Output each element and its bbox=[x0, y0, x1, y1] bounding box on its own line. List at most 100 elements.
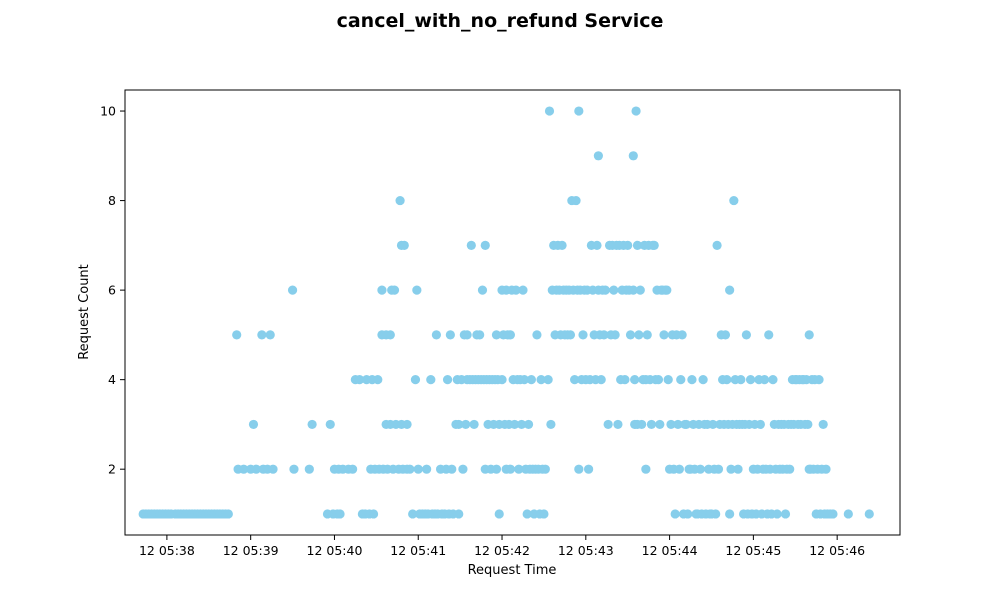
data-point bbox=[426, 375, 436, 385]
data-point bbox=[609, 285, 619, 295]
x-tick-label: 12 05:41 bbox=[390, 543, 446, 558]
data-point bbox=[377, 285, 387, 295]
data-point bbox=[532, 330, 542, 340]
data-point bbox=[674, 464, 684, 474]
data-point bbox=[620, 375, 630, 385]
data-point bbox=[461, 419, 471, 430]
data-point bbox=[725, 285, 735, 295]
data-point bbox=[610, 330, 620, 340]
data-point bbox=[514, 464, 524, 474]
data-point bbox=[635, 285, 645, 295]
data-point bbox=[720, 330, 731, 340]
data-point bbox=[713, 464, 724, 474]
data-point bbox=[565, 330, 576, 340]
x-tick-label: 12 05:40 bbox=[307, 543, 363, 558]
data-point bbox=[662, 285, 672, 295]
data-point bbox=[641, 464, 651, 474]
data-point bbox=[592, 240, 602, 250]
data-point bbox=[683, 509, 693, 519]
data-point bbox=[469, 419, 479, 430]
x-tick-label: 12 05:39 bbox=[223, 543, 279, 558]
data-point bbox=[666, 419, 676, 430]
data-point bbox=[584, 464, 594, 474]
x-axis-label: Request Time bbox=[468, 563, 557, 578]
data-point bbox=[523, 419, 534, 430]
data-point bbox=[733, 464, 743, 474]
data-point bbox=[505, 464, 516, 474]
data-point bbox=[741, 330, 752, 340]
data-point bbox=[540, 464, 550, 474]
data-point bbox=[335, 509, 345, 519]
data-point bbox=[803, 419, 813, 430]
data-point bbox=[480, 240, 490, 250]
data-point bbox=[497, 375, 507, 385]
data-point bbox=[729, 195, 739, 206]
data-point bbox=[395, 195, 405, 206]
data-point bbox=[630, 375, 640, 385]
data-point bbox=[325, 419, 335, 430]
data-point bbox=[570, 375, 580, 385]
data-point bbox=[475, 330, 485, 340]
data-point bbox=[557, 240, 567, 250]
data-point bbox=[454, 419, 464, 430]
data-point bbox=[399, 240, 409, 250]
data-point bbox=[755, 419, 765, 430]
data-point bbox=[442, 375, 453, 385]
data-point bbox=[505, 330, 516, 340]
data-point bbox=[389, 285, 400, 295]
data-point bbox=[759, 375, 770, 385]
y-tick-label: 4 bbox=[108, 372, 116, 387]
data-point bbox=[821, 464, 831, 474]
data-points bbox=[138, 106, 874, 519]
data-point bbox=[687, 375, 697, 385]
data-point bbox=[458, 464, 468, 474]
data-point bbox=[649, 240, 659, 250]
data-point bbox=[780, 509, 791, 519]
data-point bbox=[631, 106, 641, 116]
data-point bbox=[646, 419, 657, 430]
data-point bbox=[402, 419, 412, 430]
data-point bbox=[736, 375, 746, 385]
data-point bbox=[653, 375, 664, 385]
data-point bbox=[698, 375, 708, 385]
y-axis-label: Request Count bbox=[77, 264, 92, 360]
data-point bbox=[574, 464, 584, 474]
data-point bbox=[408, 509, 418, 519]
data-point bbox=[257, 330, 267, 340]
data-point bbox=[711, 509, 721, 519]
data-point bbox=[637, 419, 647, 430]
data-point bbox=[491, 330, 502, 340]
data-point bbox=[623, 240, 633, 250]
data-point bbox=[818, 419, 828, 430]
data-point bbox=[764, 330, 774, 340]
data-point bbox=[574, 106, 584, 116]
data-point bbox=[785, 464, 795, 474]
data-point bbox=[843, 509, 853, 519]
data-point bbox=[536, 375, 546, 385]
data-point bbox=[239, 464, 249, 474]
data-point bbox=[659, 330, 669, 340]
y-tick-label: 2 bbox=[108, 462, 116, 477]
data-point bbox=[634, 330, 644, 340]
x-tick-label: 12 05:44 bbox=[642, 543, 698, 558]
data-point bbox=[628, 151, 638, 161]
data-point bbox=[511, 285, 521, 295]
data-point bbox=[864, 509, 874, 519]
data-point bbox=[613, 419, 623, 430]
data-point bbox=[516, 419, 527, 430]
x-tick-label: 12 05:42 bbox=[474, 543, 530, 558]
data-point bbox=[546, 419, 556, 430]
data-point bbox=[248, 419, 259, 430]
data-point bbox=[625, 330, 636, 340]
x-tick-label: 12 05:46 bbox=[809, 543, 865, 558]
data-point bbox=[544, 106, 555, 116]
y-axis: 2 4 6 8 10 bbox=[100, 104, 125, 477]
data-point bbox=[712, 240, 722, 250]
data-point bbox=[578, 330, 588, 340]
data-point bbox=[522, 509, 532, 519]
data-point bbox=[368, 509, 379, 519]
data-point bbox=[304, 464, 314, 474]
data-point bbox=[287, 285, 298, 295]
data-point bbox=[596, 375, 606, 385]
